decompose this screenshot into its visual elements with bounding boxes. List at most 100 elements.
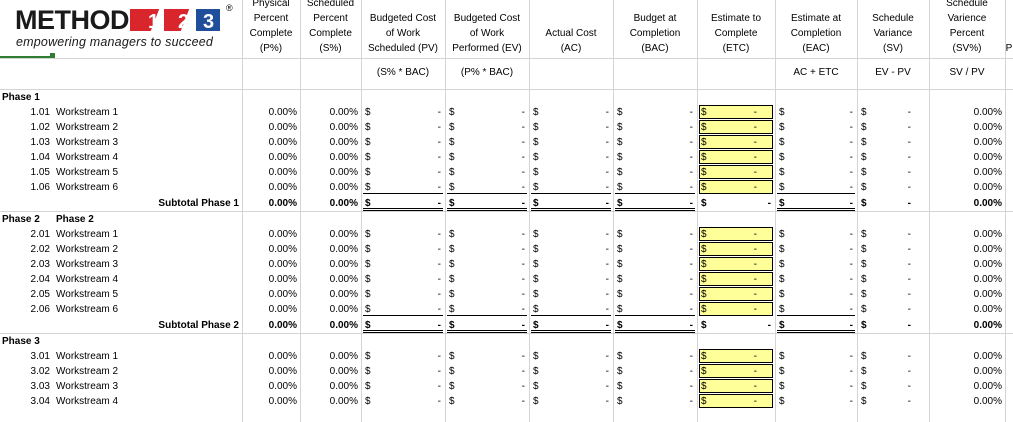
cell-s[interactable]: 0.00%: [300, 105, 361, 120]
cell-ac[interactable]: $ -: [529, 242, 613, 257]
workstream-number[interactable]: 2.05: [30, 289, 50, 300]
cell-pv[interactable]: $ -: [361, 242, 445, 257]
cell-eac[interactable]: $ -: [775, 196, 857, 211]
cell-etc[interactable]: $ -: [697, 165, 775, 180]
cell-ev[interactable]: $ -: [445, 105, 529, 120]
cell-svp[interactable]: 0.00%: [929, 242, 1005, 257]
cell-sv[interactable]: $ -: [857, 180, 929, 195]
cell-etc[interactable]: $ -: [697, 349, 775, 364]
cell-pv[interactable]: $ -: [361, 120, 445, 135]
cell-pv[interactable]: $ -: [361, 180, 445, 195]
workstream-name[interactable]: Workstream 6: [56, 182, 119, 193]
cell-p[interactable]: 0.00%: [242, 364, 300, 379]
cell-etc[interactable]: $ -: [697, 364, 775, 379]
cell-s[interactable]: 0.00%: [300, 318, 361, 333]
cell-ev[interactable]: $ -: [445, 349, 529, 364]
etc-input-highlight[interactable]: [699, 349, 773, 363]
cell-pv[interactable]: $ -: [361, 196, 445, 211]
cell-etc[interactable]: $ -: [697, 394, 775, 409]
cell-eac[interactable]: $ -: [775, 180, 857, 195]
cell-sv[interactable]: $ -: [857, 318, 929, 333]
workstream-number[interactable]: 2.04: [30, 274, 50, 285]
cell-eac[interactable]: $ -: [775, 287, 857, 302]
workstream-name[interactable]: Workstream 3: [56, 259, 119, 270]
cell-svp[interactable]: 0.00%: [929, 180, 1005, 195]
cell-ev[interactable]: $ -: [445, 364, 529, 379]
etc-input-highlight[interactable]: [699, 165, 773, 179]
cell-pv[interactable]: $ -: [361, 257, 445, 272]
workstream-name[interactable]: Workstream 3: [56, 137, 119, 148]
cell-eac[interactable]: $ -: [775, 120, 857, 135]
cell-eac[interactable]: $ -: [775, 257, 857, 272]
cell-sv[interactable]: $ -: [857, 302, 929, 317]
cell-pv[interactable]: $ -: [361, 105, 445, 120]
workstream-number[interactable]: 1.02: [30, 122, 50, 133]
cell-ac[interactable]: $ -: [529, 364, 613, 379]
cell-s[interactable]: 0.00%: [300, 135, 361, 150]
cell-bac[interactable]: $ -: [613, 394, 697, 409]
etc-input-highlight[interactable]: [699, 150, 773, 164]
cell-ev[interactable]: $ -: [445, 180, 529, 195]
workstream-name[interactable]: Workstream 2: [56, 122, 119, 133]
cell-pv[interactable]: $ -: [361, 379, 445, 394]
column-header-bac[interactable]: Budget at Completion (BAC): [613, 11, 697, 56]
cell-ac[interactable]: $ -: [529, 379, 613, 394]
cell-eac[interactable]: $ -: [775, 349, 857, 364]
etc-input-highlight[interactable]: [699, 302, 773, 316]
fill-handle[interactable]: [50, 53, 55, 58]
cell-sv[interactable]: $ -: [857, 349, 929, 364]
cell-s[interactable]: 0.00%: [300, 150, 361, 165]
workstream-name[interactable]: Workstream 1: [56, 107, 119, 118]
cell-p[interactable]: 0.00%: [242, 379, 300, 394]
cell-p[interactable]: 0.00%: [242, 302, 300, 317]
cell-etc[interactable]: $ -: [697, 120, 775, 135]
cell-ev[interactable]: $ -: [445, 135, 529, 150]
column-header-p[interactable]: Physical Percent Complete (P%): [242, 0, 300, 56]
cell-p[interactable]: 0.00%: [242, 135, 300, 150]
cell-svp[interactable]: 0.00%: [929, 120, 1005, 135]
cell-eac[interactable]: $ -: [775, 379, 857, 394]
cell-p[interactable]: 0.00%: [242, 287, 300, 302]
etc-input-highlight[interactable]: [699, 379, 773, 393]
cell-bac[interactable]: $ -: [613, 272, 697, 287]
workstream-name[interactable]: Workstream 4: [56, 152, 119, 163]
workstream-number[interactable]: 1.01: [30, 107, 50, 118]
cell-sv[interactable]: $ -: [857, 257, 929, 272]
workstream-name[interactable]: Workstream 1: [56, 229, 119, 240]
column-header-eac[interactable]: Estimate at Completion (EAC): [775, 11, 857, 56]
cell-bac[interactable]: $ -: [613, 105, 697, 120]
etc-input-highlight[interactable]: [699, 272, 773, 286]
cell-etc[interactable]: $ -: [697, 227, 775, 242]
cell-pv[interactable]: $ -: [361, 349, 445, 364]
cell-sv[interactable]: $ -: [857, 272, 929, 287]
cell-ev[interactable]: $ -: [445, 287, 529, 302]
cell-sv[interactable]: $ -: [857, 105, 929, 120]
cell-svp[interactable]: 0.00%: [929, 165, 1005, 180]
cell-sv[interactable]: $ -: [857, 196, 929, 211]
etc-input-highlight[interactable]: [699, 242, 773, 256]
cell-bac[interactable]: $ -: [613, 165, 697, 180]
cell-p[interactable]: 0.00%: [242, 105, 300, 120]
cell-p[interactable]: 0.00%: [242, 394, 300, 409]
workstream-name[interactable]: Workstream 4: [56, 396, 119, 407]
workstream-number[interactable]: 2.01: [30, 229, 50, 240]
workstream-name[interactable]: Workstream 3: [56, 381, 119, 392]
cell-eac[interactable]: $ -: [775, 150, 857, 165]
column-header-pv[interactable]: Budgeted Cost of Work Scheduled (PV): [361, 11, 445, 56]
cell-s[interactable]: 0.00%: [300, 242, 361, 257]
workstream-number[interactable]: 3.03: [30, 381, 50, 392]
cell-s[interactable]: 0.00%: [300, 364, 361, 379]
cell-ev[interactable]: $ -: [445, 120, 529, 135]
phase-title[interactable]: Phase 2: [56, 214, 94, 225]
cell-bac[interactable]: $ -: [613, 318, 697, 333]
cell-bac[interactable]: $ -: [613, 302, 697, 317]
cell-bac[interactable]: $ -: [613, 379, 697, 394]
workstream-number[interactable]: 2.02: [30, 244, 50, 255]
cell-eac[interactable]: $ -: [775, 135, 857, 150]
cell-p[interactable]: 0.00%: [242, 318, 300, 333]
cell-pv[interactable]: $ -: [361, 135, 445, 150]
cell-sv[interactable]: $ -: [857, 120, 929, 135]
etc-input-highlight[interactable]: [699, 257, 773, 271]
cell-ac[interactable]: $ -: [529, 196, 613, 211]
cell-etc[interactable]: $ -: [697, 180, 775, 195]
